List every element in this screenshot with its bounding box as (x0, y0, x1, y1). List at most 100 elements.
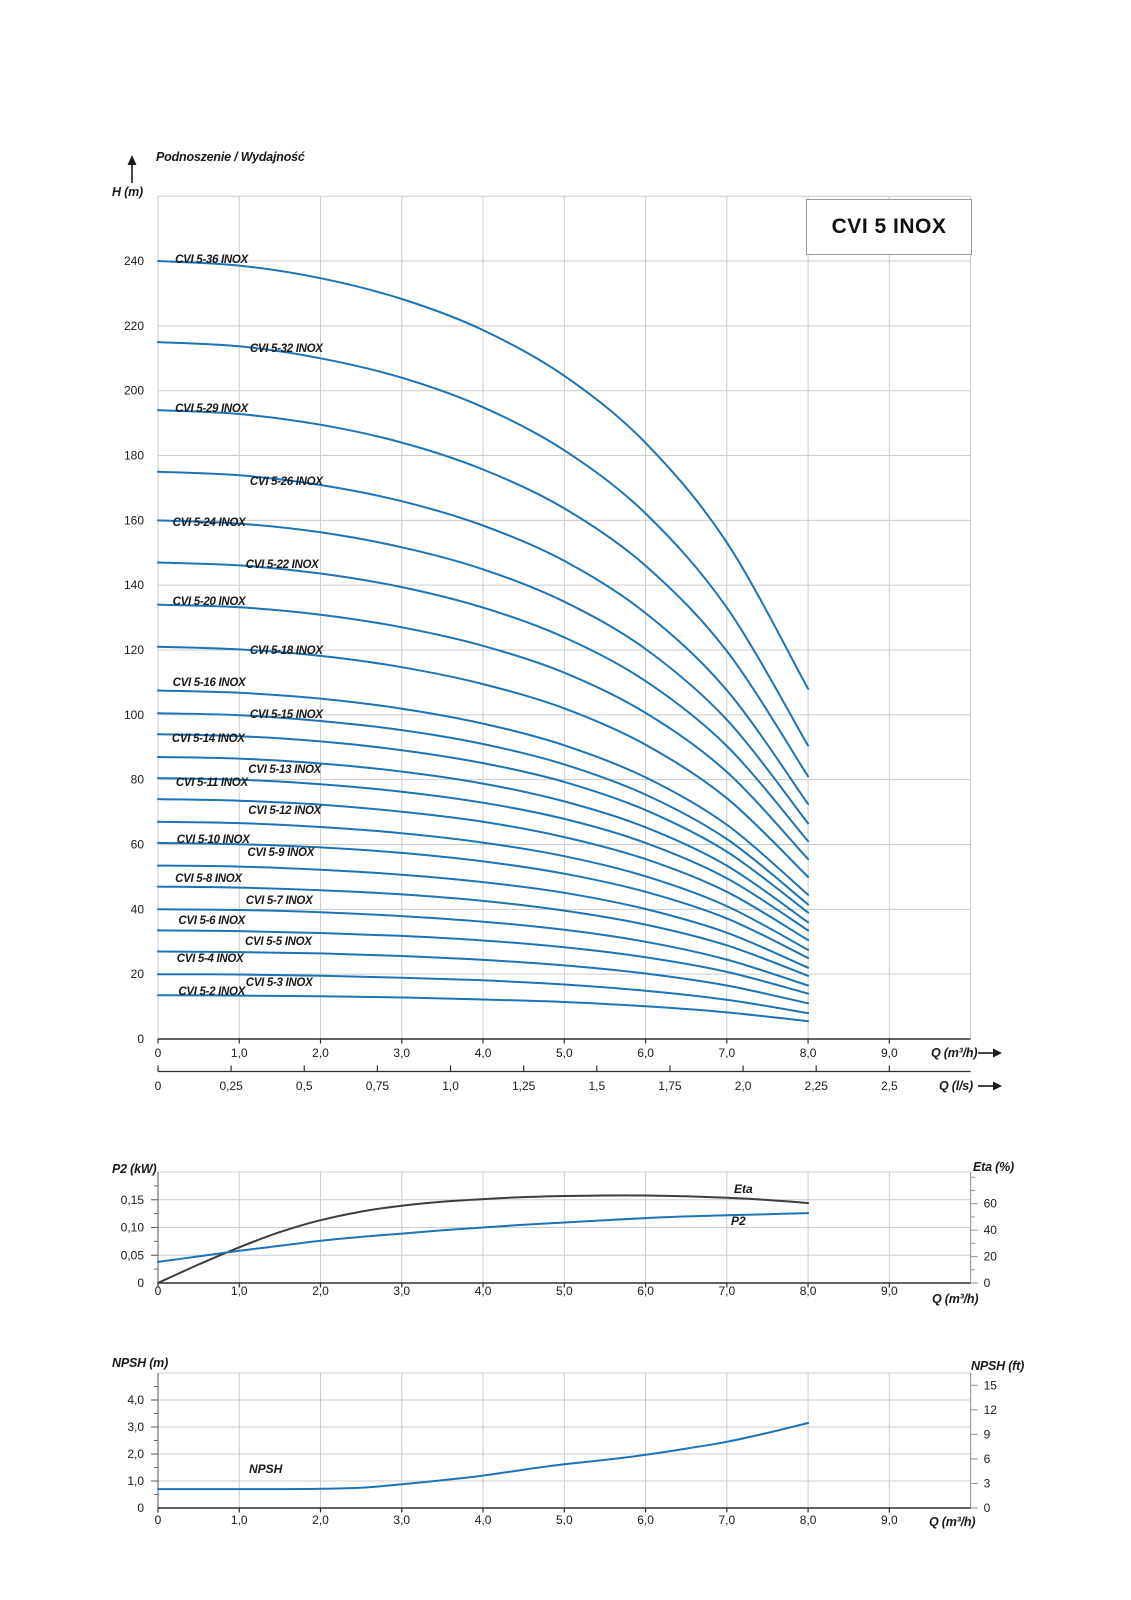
p2-x-tick-label: 8,0 (800, 1284, 817, 1298)
curve-label-cvi-5-24-inox: CVI 5-24 INOX (173, 517, 247, 529)
npsh-x-tick-label: 2,0 (312, 1513, 329, 1527)
model-title-box: CVI 5 INOX (806, 199, 972, 255)
curve-cvi-5-10-inox (157, 820, 810, 951)
curve-label-cvi-5-20-inox: CVI 5-20 INOX (173, 596, 247, 608)
p2-x-tick-label: 0 (155, 1284, 162, 1298)
q-m3h-tick-label: 5,0 (556, 1046, 573, 1060)
curve-label-cvi-5-14-inox: CVI 5-14 INOX (172, 733, 246, 745)
curve-label-cvi-5-16-inox: CVI 5-16 INOX (173, 677, 247, 689)
curve-cvi-5-18-inox (157, 645, 810, 878)
curve-cvi-5-12-inox (157, 777, 810, 932)
h-axis-tick-label: 0 (137, 1032, 144, 1046)
curve-cvi-5-22-inox (157, 561, 810, 843)
curve-cvi-5-20-inox (157, 603, 810, 861)
q-ls-tick-label: 2,0 (735, 1079, 752, 1093)
h-axis-tick-label: 80 (131, 773, 145, 787)
npsh-tick-label: 0 (137, 1501, 144, 1515)
npsh-x-tick-label: 6,0 (637, 1513, 654, 1527)
npsh-y-axis-title: NPSH (m) (112, 1356, 169, 1370)
npsh-x-tick-label: 7,0 (718, 1513, 735, 1527)
curve-p2 (157, 1212, 810, 1263)
curve-label-cvi-5-6-inox: CVI 5-6 INOX (178, 915, 246, 927)
curve-npsh (157, 1422, 810, 1491)
npsh-x-tick-label: 0 (155, 1513, 162, 1527)
curve-label-cvi-5-5-inox: CVI 5-5 INOX (245, 936, 313, 948)
curve-cvi-5-13-inox (157, 756, 810, 924)
q-ls-tick-label: 1,25 (512, 1079, 536, 1093)
curve-cvi-5-32-inox (157, 341, 810, 747)
curve-label-cvi-5-8-inox: CVI 5-8 INOX (175, 873, 243, 885)
q-ls-tick-label: 2,5 (881, 1079, 898, 1093)
h-axis-tick-label: 200 (124, 384, 144, 398)
npsh-x-tick-label: 4,0 (475, 1513, 492, 1527)
p2-x-tick-label: 6,0 (637, 1284, 654, 1298)
main-x-axis-title: Q (m³/h) (931, 1046, 978, 1060)
eta-y-axis-title: Eta (%) (973, 1160, 1014, 1174)
q-m3h-tick-label: 2,0 (312, 1046, 329, 1060)
q-m3h-tick-label: 1,0 (231, 1046, 248, 1060)
curve-label-cvi-5-26-inox: CVI 5-26 INOX (250, 476, 324, 488)
q-m3h-tick-label: 7,0 (718, 1046, 735, 1060)
curve-cvi-5-5-inox (157, 929, 810, 995)
npsh-tick-label: 3,0 (127, 1420, 144, 1434)
npsh-x-tick-label: 5,0 (556, 1513, 573, 1527)
curve-cvi-5-14-inox (157, 733, 810, 914)
p2-tick-label: 0 (137, 1276, 144, 1290)
p2-x-tick-label: 4,0 (475, 1284, 492, 1298)
curve-cvi-5-15-inox (157, 712, 810, 906)
npsh-ft-tick-label: 15 (984, 1378, 998, 1392)
q-ls-tick-label: 1,75 (658, 1079, 682, 1093)
curve-label-cvi-5-11-inox: CVI 5-11 INOX (176, 777, 250, 789)
q-ls-tick-label: 0 (155, 1079, 162, 1093)
curve-cvi-5-8-inox (157, 864, 810, 969)
curve-label-cvi-5-7-inox: CVI 5-7 INOX (246, 895, 314, 907)
npsh-tick-label: 2,0 (127, 1447, 144, 1461)
npsh-curve-label: NPSH (249, 1462, 283, 1476)
curve-label-cvi-5-36-inox: CVI 5-36 INOX (175, 254, 249, 266)
h-axis-tick-label: 60 (131, 838, 145, 852)
curve-label-cvi-5-29-inox: CVI 5-29 INOX (175, 403, 249, 415)
curve-label-cvi-5-22-inox: CVI 5-22 INOX (246, 559, 320, 571)
curve-cvi-5-2-inox (157, 994, 810, 1023)
curve-cvi-5-16-inox (157, 689, 810, 896)
npsh-ft-y-axis-title: NPSH (ft) (971, 1359, 1025, 1373)
curve-cvi-5-26-inox (157, 470, 810, 805)
curve-label-cvi-5-12-inox: CVI 5-12 INOX (248, 805, 322, 817)
curve-label-cvi-5-9-inox: CVI 5-9 INOX (247, 847, 315, 859)
right-arrow-icon (993, 1081, 1002, 1091)
curve-cvi-5-29-inox (157, 409, 810, 778)
eta-tick-label: 0 (984, 1276, 991, 1290)
curve-cvi-5-7-inox (157, 885, 810, 977)
h-axis-tick-label: 100 (124, 708, 144, 722)
npsh-ft-tick-label: 12 (984, 1403, 998, 1417)
p2-x-tick-label: 1,0 (231, 1284, 248, 1298)
q-m3h-tick-label: 9,0 (881, 1046, 898, 1060)
curve-label-cvi-5-15-inox: CVI 5-15 INOX (250, 709, 324, 721)
p2-tick-label: 0,15 (121, 1193, 145, 1207)
curve-cvi-5-24-inox (157, 519, 810, 825)
h-axis-tick-label: 180 (124, 449, 144, 463)
curve-cvi-5-11-inox (157, 798, 810, 942)
q-ls-tick-label: 0,5 (296, 1079, 313, 1093)
q-m3h-tick-label: 3,0 (393, 1046, 410, 1060)
curve-eta (157, 1194, 810, 1284)
eta-tick-label: 40 (984, 1223, 998, 1237)
npsh-ft-tick-label: 3 (984, 1476, 991, 1490)
curve-label-cvi-5-10-inox: CVI 5-10 INOX (177, 834, 251, 846)
main-chart-title: Podnoszenie / Wydajność (156, 150, 305, 164)
h-axis-tick-label: 120 (124, 643, 144, 657)
p2-tick-label: 0,05 (121, 1248, 145, 1262)
h-axis-tick-label: 160 (124, 513, 144, 527)
up-arrow-icon (127, 155, 137, 165)
q-m3h-tick-label: 6,0 (637, 1046, 654, 1060)
npsh-ft-tick-label: 6 (984, 1452, 991, 1466)
q-m3h-tick-label: 4,0 (475, 1046, 492, 1060)
curve-label-cvi-5-13-inox: CVI 5-13 INOX (248, 764, 322, 776)
npsh-x-tick-label: 8,0 (800, 1513, 817, 1527)
npsh-x-tick-label: 3,0 (393, 1513, 410, 1527)
curve-cvi-5-4-inox (157, 950, 810, 1005)
curve-cvi-5-9-inox (157, 841, 810, 959)
q-ls-tick-label: 1,5 (588, 1079, 605, 1093)
model-title: CVI 5 INOX (831, 215, 947, 238)
